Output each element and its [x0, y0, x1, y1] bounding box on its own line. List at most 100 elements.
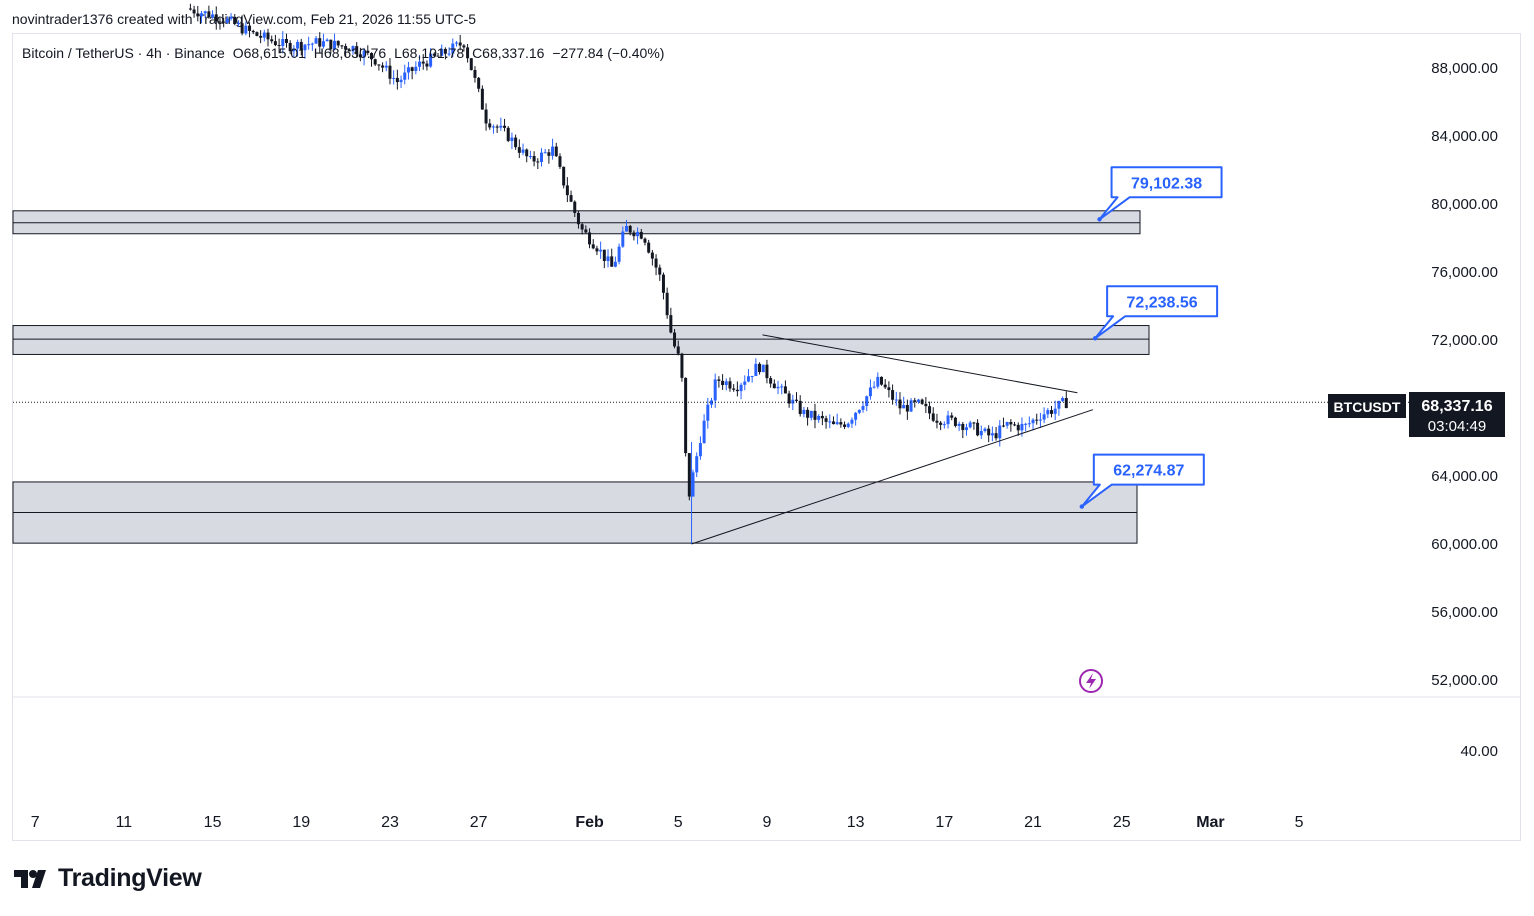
- candle-body: [887, 387, 891, 391]
- candle-body: [983, 428, 987, 432]
- candle-body: [1050, 410, 1054, 414]
- candle-body: [624, 225, 628, 232]
- candle-body: [248, 25, 252, 31]
- candle-body: [942, 424, 946, 426]
- last-price-value: 68,337.16: [1421, 398, 1492, 415]
- candle-body: [229, 16, 233, 19]
- candle-body: [362, 50, 366, 58]
- callout-box: [1080, 453, 1205, 508]
- candle-body: [698, 443, 702, 457]
- legend-change: −277.84 (−0.40%): [552, 45, 665, 61]
- candle-body: [1009, 421, 1013, 425]
- candle-body: [894, 399, 898, 401]
- candle-body: [643, 238, 647, 243]
- candle-body: [676, 346, 680, 354]
- candle-body: [1001, 425, 1005, 427]
- candle-body: [976, 422, 980, 436]
- candle-body: [724, 381, 728, 386]
- x-tick-label: 27: [470, 814, 488, 831]
- candle-body: [421, 61, 425, 64]
- candle-body: [661, 274, 665, 293]
- candle-body: [839, 422, 843, 425]
- y-tick-label: 56,000.00: [1431, 604, 1498, 621]
- callout-anchor-dot: [1092, 336, 1098, 341]
- candle-body: [595, 248, 599, 252]
- candle-body: [835, 422, 839, 425]
- candle-body: [891, 390, 895, 400]
- candle-body: [299, 41, 303, 51]
- candle-body: [965, 427, 969, 431]
- candle-body: [968, 422, 972, 428]
- candle-body: [654, 258, 658, 268]
- lightning-icon[interactable]: [1079, 669, 1103, 693]
- x-tick-label: 23: [381, 814, 399, 831]
- candle-body: [536, 161, 540, 163]
- candle-body: [735, 389, 739, 392]
- candle-body: [843, 424, 847, 427]
- candle-body: [329, 39, 333, 50]
- time-axis: 7 11 15 19 23 27 Feb 5 9 13 17 21 25 Mar 5: [31, 814, 1304, 831]
- candle-body: [1024, 423, 1028, 425]
- candle-body: [658, 267, 662, 275]
- callout-label: 72,238.56: [1127, 294, 1198, 311]
- candle-body: [854, 412, 858, 420]
- candle-body: [399, 79, 403, 83]
- candle-body: [373, 59, 377, 65]
- candle-body: [650, 252, 654, 259]
- candle-body: [588, 232, 592, 245]
- candle-body: [576, 212, 580, 225]
- candle-body: [695, 456, 699, 473]
- candle-body: [547, 152, 551, 156]
- candle-body: [484, 109, 488, 124]
- candle-body: [503, 125, 507, 128]
- candle-body: [296, 41, 300, 49]
- x-tick-label: 7: [31, 814, 40, 831]
- candle-body: [913, 400, 917, 402]
- lower-pane-axis-label: 40.00: [1460, 743, 1498, 760]
- candle-body: [447, 53, 451, 55]
- candle-body: [613, 261, 617, 267]
- candle-body: [1005, 421, 1009, 426]
- candle-body: [935, 420, 939, 423]
- candle-body: [924, 403, 928, 407]
- y-tick-label: 84,000.00: [1431, 128, 1498, 145]
- candle-body: [606, 256, 610, 261]
- candle-body: [591, 244, 595, 249]
- triangle-pattern: [691, 334, 1094, 545]
- triangle-lower-line: [691, 409, 1094, 545]
- x-tick-label: 9: [762, 814, 771, 831]
- attribution-text: novintrader1376 created with TradingView…: [12, 11, 477, 27]
- candle-body: [562, 166, 566, 186]
- candle-body: [196, 13, 200, 17]
- price-tag-bg: [1409, 392, 1505, 437]
- candle-body: [769, 378, 773, 384]
- candle-body: [713, 379, 717, 401]
- candle-body: [392, 77, 396, 79]
- price-callouts: 79,102.38 72,238.56 62,274.87: [1079, 166, 1223, 509]
- candle-body: [403, 72, 407, 80]
- candle-body: [946, 415, 950, 425]
- x-tick-label: 13: [847, 814, 865, 831]
- candle-body: [517, 147, 521, 153]
- y-tick-label: 88,000.00: [1431, 60, 1498, 77]
- candle-body: [905, 404, 909, 412]
- y-tick-label: 76,000.00: [1431, 264, 1498, 281]
- candle-body: [1057, 400, 1061, 409]
- candle-body: [898, 399, 902, 409]
- candle-body: [410, 67, 414, 71]
- candle-body: [791, 399, 795, 404]
- candle-body: [1042, 414, 1046, 420]
- candle-body: [710, 400, 713, 405]
- chart-frame[interactable]: [12, 33, 1521, 841]
- candle-body: [795, 399, 799, 401]
- tradingview-logo[interactable]: TradingView: [14, 864, 202, 893]
- candle-body: [240, 23, 244, 34]
- candle-body: [765, 364, 769, 379]
- candle-body: [569, 195, 573, 202]
- candle-body: [1027, 423, 1031, 425]
- candle-body: [1053, 408, 1057, 414]
- candle-body: [303, 44, 307, 51]
- candle-body: [721, 380, 725, 386]
- candle-body: [495, 126, 499, 128]
